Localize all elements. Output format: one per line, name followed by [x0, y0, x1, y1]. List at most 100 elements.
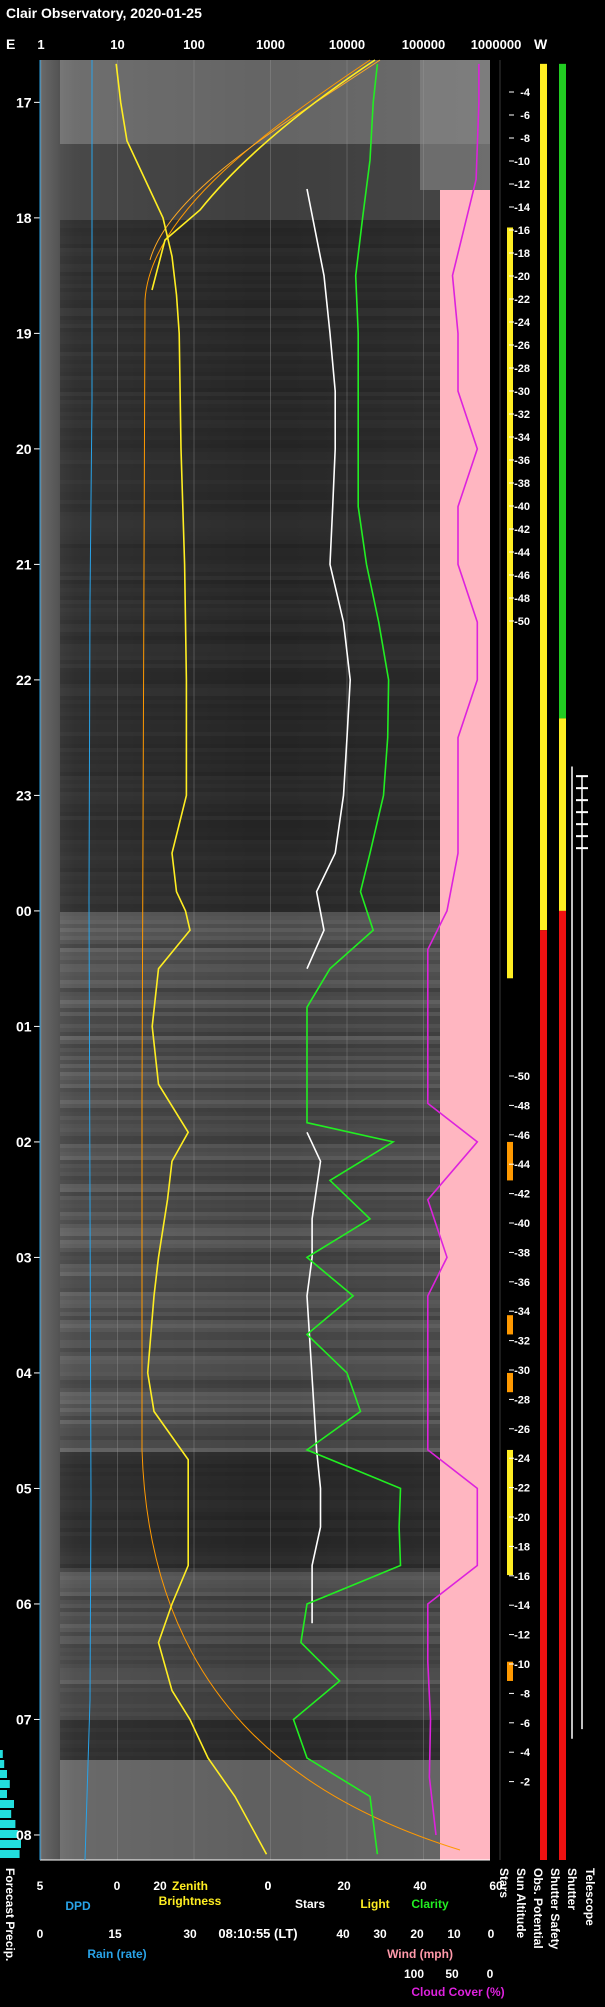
- sky-band: [60, 1528, 490, 1532]
- sky-band: [60, 920, 490, 924]
- rain-tick-label: 30: [183, 1927, 197, 1941]
- time-tick-label: 17: [16, 94, 32, 110]
- sky-band: [60, 152, 490, 156]
- sky-band: [60, 1012, 490, 1016]
- sky-band: [60, 620, 490, 624]
- sky-band: [60, 172, 490, 176]
- sky-band: [60, 1856, 490, 1860]
- east-label: E: [6, 36, 15, 52]
- sky-band: [60, 740, 490, 744]
- sky-band: [60, 1552, 490, 1556]
- sky-band: [60, 1588, 490, 1592]
- sky-band: [60, 1664, 490, 1668]
- sky-band: [60, 208, 490, 212]
- sun-alt-label: -16: [514, 225, 530, 237]
- sky-band: [60, 252, 490, 256]
- sky-band: [60, 1520, 490, 1524]
- sky-band: [60, 200, 490, 204]
- sky-band: [60, 1772, 490, 1776]
- sky-band: [60, 432, 490, 436]
- stars-tick-label: 40: [413, 1879, 427, 1893]
- sky-band: [60, 1548, 490, 1552]
- sky-band: [60, 1728, 490, 1732]
- sky-band: [60, 604, 490, 608]
- sky-band: [60, 248, 490, 252]
- stars-column-segment: [507, 1141, 513, 1181]
- sky-band: [60, 1560, 490, 1564]
- sky-band: [60, 204, 490, 208]
- sky-band: [60, 1544, 490, 1548]
- sky-band: [60, 1572, 490, 1576]
- top-axis-tick-label: 1000000: [471, 37, 522, 52]
- sky-band: [60, 1592, 490, 1596]
- obs-potential-segment: [540, 930, 547, 1860]
- sky-band: [60, 696, 490, 700]
- sky-band: [60, 1744, 490, 1748]
- sky-band: [60, 184, 490, 188]
- time-tick-label: 21: [16, 556, 32, 572]
- time-tick-label: 23: [16, 787, 32, 803]
- sky-band: [60, 1084, 490, 1088]
- sky-band: [60, 960, 490, 964]
- sky-band: [60, 568, 490, 572]
- sky-band: [60, 572, 490, 576]
- sky-band: [60, 308, 490, 312]
- sun-alt-label: -8: [520, 1688, 530, 1700]
- sky-band: [60, 908, 490, 912]
- sky-band: [60, 820, 490, 824]
- stars-column-segment: [507, 1315, 513, 1335]
- sky-band: [60, 1132, 490, 1136]
- sun-alt-label: -46: [514, 1130, 530, 1142]
- sky-band: [60, 964, 490, 968]
- dpd-line: [84, 60, 93, 1861]
- wind-tick-label: 20: [410, 1927, 424, 1941]
- sky-band: [60, 948, 490, 952]
- wind-tick-label: 10: [447, 1927, 461, 1941]
- sun-alt-label: -34: [514, 1306, 531, 1318]
- sky-band: [60, 1792, 490, 1796]
- stars-column-segment: [507, 1372, 513, 1393]
- sky-band: [60, 240, 490, 244]
- sun-alt-label: -18: [514, 1541, 530, 1553]
- sky-band: [60, 1480, 490, 1484]
- sky-band: [60, 464, 490, 468]
- sky-band: [60, 1076, 490, 1080]
- sky-band: [60, 1604, 490, 1608]
- sky-band: [60, 892, 490, 896]
- sky-band: [60, 1136, 490, 1140]
- sky-band: [60, 1716, 490, 1720]
- sky-band: [60, 1736, 490, 1740]
- sky-band: [60, 1260, 490, 1264]
- sun-alt-label: -2: [520, 1777, 530, 1789]
- sky-band: [60, 1180, 490, 1184]
- sky-band: [60, 924, 490, 928]
- rain-tick-label: 15: [108, 1927, 122, 1941]
- sky-band: [60, 1228, 490, 1232]
- sky-band: [60, 840, 490, 844]
- sky-band: [60, 1200, 490, 1204]
- series-clarity-line: [292, 63, 402, 1855]
- sky-band: [60, 1808, 490, 1812]
- sky-band: [60, 752, 490, 756]
- sky-band: [60, 88, 490, 92]
- sky-band: [60, 808, 490, 812]
- sky-band: [60, 1364, 490, 1368]
- sky-band: [60, 408, 490, 412]
- sky-band: [60, 656, 490, 660]
- cloud-tick-label: 0: [487, 1967, 494, 1981]
- sun-alt-label: -18: [514, 248, 530, 260]
- sky-band: [60, 1184, 490, 1188]
- sky-band: [60, 1032, 490, 1036]
- sky-band: [60, 856, 490, 860]
- sky-band: [60, 1668, 490, 1672]
- time-tick-label: 05: [16, 1480, 32, 1496]
- sky-band: [60, 460, 490, 464]
- sky-band: [60, 816, 490, 820]
- sun-alt-label: -4: [520, 1747, 531, 1759]
- sky-band: [60, 348, 490, 352]
- sky-band: [60, 1392, 490, 1396]
- sky-band: [60, 1088, 490, 1092]
- sky-band: [60, 776, 490, 780]
- sky-band: [60, 884, 490, 888]
- sky-band: [60, 548, 490, 552]
